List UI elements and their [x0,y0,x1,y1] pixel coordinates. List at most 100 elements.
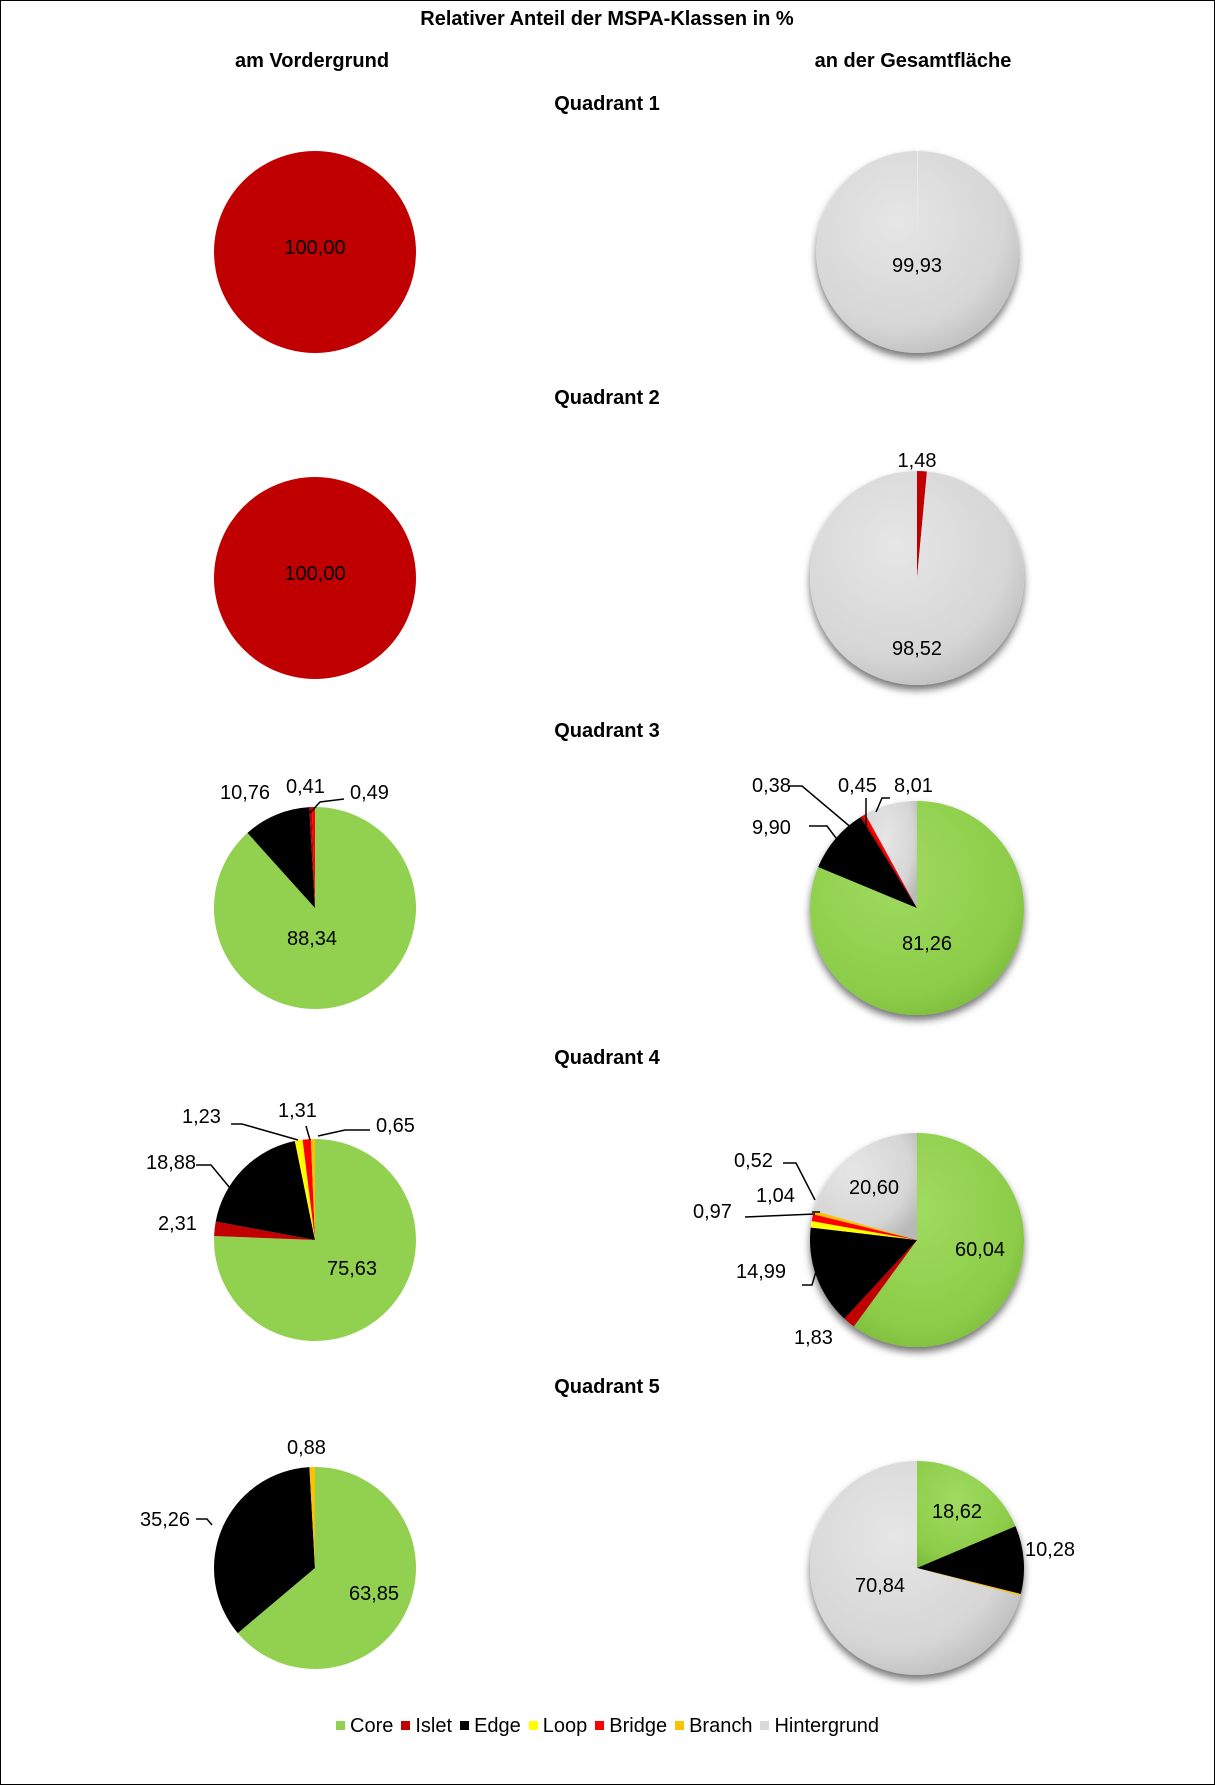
quadrant-title-5: Quadrant 5 [554,1376,660,1398]
pie-slice-bridge [311,807,315,908]
pie-slice-core [809,801,1024,1015]
pie-slice-islet [214,1221,315,1240]
legend-label: Loop [542,1715,588,1737]
column-header-right: an der Gesamtfläche [814,50,1012,72]
pie-slice-islet [214,151,416,353]
legend-item: Bridge [595,1715,667,1738]
data-label: 100,00 [284,237,345,259]
data-label: 35,26 [140,1509,190,1531]
pie-slice-bridge [862,814,917,908]
legend-swatch [595,1721,605,1730]
pie-slice-loop [294,1139,315,1240]
legend-item: Core [336,1715,393,1738]
column-header-left: am Vordergrund [234,50,390,72]
pie-slice-hintergrund [865,801,917,908]
data-label: 75,63 [327,1258,377,1280]
data-label: 98,52 [892,638,942,660]
legend-label: Bridge [609,1715,668,1737]
data-label: 1,31 [278,1100,317,1122]
pie-slice-islet [917,470,927,578]
pie-chart-3 [214,477,416,679]
pie-chart-10 [810,1461,1024,1675]
legend-label: Edge [474,1715,521,1737]
legend-swatch [675,1721,685,1730]
data-label: 63,85 [349,1583,399,1605]
leader-line [744,1213,816,1218]
leader-line [875,797,890,813]
quadrant-title-3: Quadrant 3 [554,720,660,742]
pie-slice-core [917,1461,1016,1568]
legend: Core Islet Edge Loop Bridge Branch Hintergrund [0,1715,1215,1738]
pie-slice-core [214,1139,417,1342]
pie-slice-hintergrund [810,1461,1021,1675]
data-label: 0,97 [693,1201,732,1223]
legend-item: Islet [401,1715,452,1738]
pie-slice-loop [810,1221,917,1240]
pie-chart-2 [816,149,1019,353]
pie-slice-islet [860,815,917,908]
legend-swatch [528,1721,538,1730]
pie-slice-edge [215,1141,315,1240]
data-label: 0,52 [734,1150,773,1172]
data-label: 10,76 [220,782,270,804]
legend-label: Islet [415,1715,453,1737]
pie-slice-branch [813,1210,917,1240]
data-label: 0,45 [838,775,877,797]
pie-slice-branch [309,1467,315,1568]
pie-slice-core [853,1133,1025,1347]
data-label: 10,28 [1025,1539,1075,1561]
legend-label: Core [350,1715,394,1737]
leader-line [309,798,345,814]
data-label: 88,34 [287,928,337,950]
leader-line [196,1518,213,1526]
legend-label: Hintergrund [774,1715,879,1737]
data-label: 60,04 [955,1239,1005,1261]
pie-slice-islet [309,807,315,908]
pie-slice-bridge [302,1139,315,1240]
leader-line [802,1257,821,1286]
data-label: 0,88 [287,1437,326,1459]
leader-line [196,1164,231,1189]
data-label: 9,90 [752,817,791,839]
data-label: 18,62 [932,1501,982,1523]
pie-slice-islet [214,477,416,679]
data-label: 8,01 [894,775,933,797]
legend-item: Branch [675,1715,752,1738]
leader-line [809,825,855,863]
legend-item: Hintergrund [760,1715,879,1738]
pie-slice-core [213,807,416,1009]
leader-line [788,785,867,841]
pie-slice-edge [818,817,917,908]
pie-slice-edge [247,807,315,908]
pie-slice-core [237,1467,416,1669]
pie-slice-hintergrund [816,151,1019,353]
legend-item: Loop [528,1715,588,1738]
data-label: 70,84 [855,1575,905,1597]
quadrant-title-4: Quadrant 4 [554,1047,660,1069]
pie-slice-hintergrund [810,471,1025,685]
legend-swatch [336,1721,346,1730]
data-label: 1,83 [794,1327,833,1349]
legend-swatch [460,1721,470,1730]
chart-title: Relativer Anteil der MSPA-Klassen in % [420,8,794,30]
pie-chart-7 [214,1138,417,1342]
pie-chart-5 [213,807,416,1009]
data-label: 0,49 [350,782,389,804]
data-label: 1,23 [182,1106,221,1128]
quadrant-title-1: Quadrant 1 [554,93,660,115]
leader-line [231,1123,299,1141]
legend-swatch [401,1721,411,1730]
leader-line [317,1129,370,1137]
data-label: 0,38 [752,775,791,797]
pie-chart-6 [809,801,1024,1015]
data-label: 0,65 [376,1115,415,1137]
data-label: 1,04 [756,1185,795,1207]
pie-slice-branch [310,1138,315,1240]
pie-slice-branch [917,1568,1021,1596]
data-label: 81,26 [902,933,952,955]
pie-slice-islet [844,1240,917,1327]
data-label: 20,60 [849,1177,899,1199]
pie-chart-4 [810,470,1025,685]
leader-line [783,1162,816,1201]
